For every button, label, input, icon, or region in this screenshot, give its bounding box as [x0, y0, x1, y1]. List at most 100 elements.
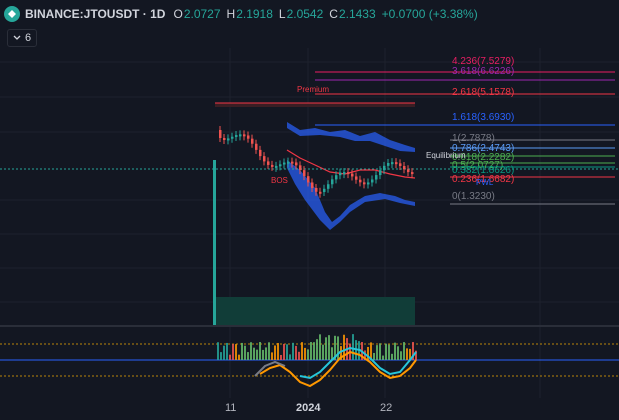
- x-tick-2024: 2024: [296, 402, 321, 414]
- histogram-bar: [289, 354, 291, 360]
- candle-body: [291, 161, 294, 164]
- histogram-bar: [253, 347, 255, 360]
- discount-zone: [215, 297, 415, 325]
- candle-body: [307, 176, 310, 183]
- histogram-bar: [295, 345, 297, 360]
- fib-level-label: 1(2.7878): [452, 133, 495, 144]
- histogram-bar: [373, 352, 375, 360]
- histogram-bar: [352, 334, 354, 360]
- symbol-header: BINANCE:JTOUSDT · 1D O 2.0727 H 2.1918 L…: [0, 4, 484, 24]
- low-value: 2.0542: [286, 7, 324, 21]
- histogram-bar: [301, 342, 303, 360]
- candle-body: [359, 179, 362, 183]
- histogram-bar: [250, 342, 252, 360]
- histogram-bar: [412, 342, 414, 360]
- histogram-bar: [400, 351, 402, 360]
- histogram-bar: [364, 350, 366, 360]
- histogram-bar: [406, 348, 408, 360]
- candle-body: [255, 143, 258, 150]
- candle-body: [387, 162, 390, 166]
- fib-level-label: 1.618(3.6930): [452, 112, 515, 123]
- histogram-bar: [331, 347, 333, 360]
- candle-body: [319, 191, 322, 194]
- candle-body: [239, 134, 242, 137]
- candle-body: [383, 165, 386, 171]
- candle-body: [311, 182, 314, 188]
- histogram-bar: [271, 352, 273, 360]
- histogram-bar: [298, 351, 300, 360]
- osc-line-cyan: [299, 346, 417, 380]
- osc-line-gray: [254, 360, 286, 377]
- histogram-bar: [325, 337, 327, 360]
- fib-level-label: 2.618(5.1578): [452, 87, 515, 98]
- candle-body: [335, 175, 338, 180]
- symbol-title[interactable]: BINANCE:JTOUSDT · 1D: [25, 7, 166, 21]
- candle-body: [295, 162, 298, 166]
- bos-label: BOS: [271, 176, 288, 185]
- fib-level-label: 0(1.3230): [452, 191, 495, 202]
- candle-body: [227, 138, 230, 141]
- fib-level-label: 0.786(2.4743): [452, 143, 515, 154]
- candle-body: [279, 164, 282, 167]
- histogram-bar: [268, 342, 270, 360]
- fib-level-label: 0.5(2.0727): [452, 160, 504, 171]
- candle-body: [275, 165, 278, 168]
- candle-body: [407, 169, 410, 173]
- high-key: H: [226, 7, 236, 21]
- candle-body: [411, 172, 414, 175]
- candle-body: [323, 188, 326, 193]
- premium-label: Premium: [297, 85, 330, 94]
- histogram-bar: [235, 344, 237, 360]
- histogram-bar: [328, 335, 330, 360]
- histogram-bar: [238, 354, 240, 360]
- candle-body: [315, 187, 318, 192]
- histogram-bar: [334, 335, 336, 360]
- candle-body: [231, 136, 234, 139]
- candle-body: [331, 179, 334, 185]
- ma-line: [286, 149, 416, 179]
- candle-body: [371, 179, 374, 183]
- candle-body: [219, 130, 222, 138]
- histogram-bar: [388, 344, 390, 360]
- histogram-bar: [346, 338, 348, 360]
- histogram-bar: [307, 349, 309, 360]
- close-key: C: [329, 7, 338, 21]
- histogram-bar: [244, 345, 246, 360]
- histogram-bar: [370, 342, 372, 360]
- candle-body: [339, 172, 342, 176]
- histogram-bar: [304, 347, 306, 360]
- candle-body: [251, 138, 254, 144]
- histogram-bar: [310, 342, 312, 360]
- fib-level-label: 0.236(1.6682): [452, 174, 515, 185]
- equilibrium-label: Equilibrium: [426, 151, 466, 160]
- candle-body: [223, 137, 226, 140]
- grid: [0, 48, 619, 398]
- open-value: 2.0727: [183, 7, 221, 21]
- candle-body: [235, 135, 238, 138]
- indicators-toggle-button[interactable]: 6: [7, 29, 37, 47]
- histogram-bar: [355, 340, 357, 360]
- histogram-bar: [220, 352, 222, 360]
- histogram-bar: [265, 347, 267, 360]
- histogram-bar: [397, 346, 399, 360]
- histogram-bar: [247, 352, 249, 360]
- histogram-bar: [313, 342, 315, 360]
- histogram-bar: [232, 344, 234, 360]
- candle-body: [343, 172, 346, 175]
- low-key: L: [278, 7, 286, 21]
- upper-band: [287, 122, 415, 152]
- candle-body: [347, 172, 350, 175]
- histogram-bar: [385, 343, 387, 360]
- change-value: +0.0700 (+3.38%): [381, 7, 478, 21]
- fib-level-label: 0.382(1.8626): [452, 165, 515, 176]
- candle-body: [363, 182, 366, 185]
- candle-body: [379, 170, 382, 176]
- histogram-bar: [340, 346, 342, 360]
- histogram-bar: [280, 354, 282, 360]
- pwl-label: PWL: [476, 178, 494, 187]
- histogram-bar: [229, 354, 231, 360]
- histogram-bar: [226, 342, 228, 360]
- histogram-bar: [349, 343, 351, 360]
